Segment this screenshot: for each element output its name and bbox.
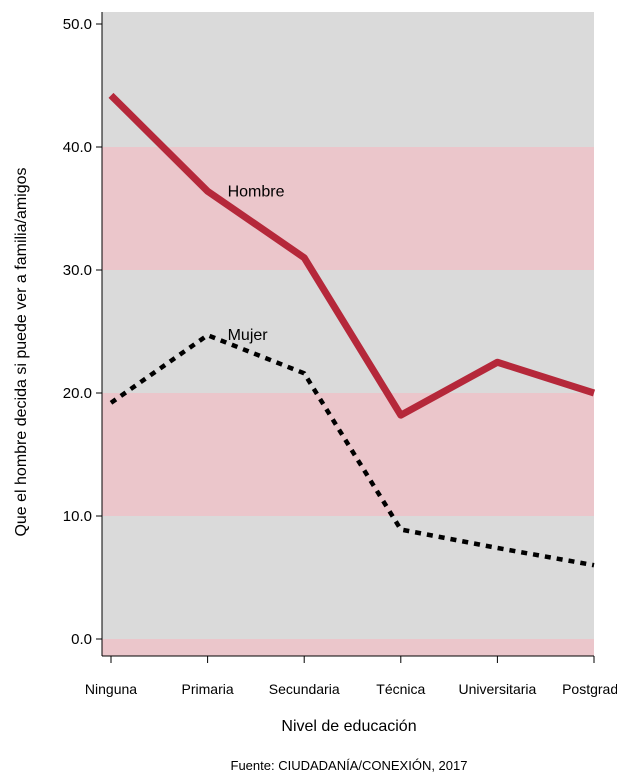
background-band-1 [102,516,594,639]
x-tick-label: Ninguna [85,681,137,697]
y-tick-label: 30.0 [63,262,92,279]
series-label-mujer: Mujer [228,327,269,344]
x-tick-label: Primaria [182,681,234,697]
series-line-hombre [108,92,596,419]
y-tick-label: 20.0 [63,385,92,402]
background-bands [102,12,594,656]
y-tick-label: 50.0 [63,16,92,33]
y-tick-label: 10.0 [63,508,92,525]
series-lines [108,92,596,568]
series-labels: Hombre Mujer [228,183,285,344]
x-axis: Ninguna Primaria Secundaria Técnica Universi… [85,655,617,697]
series-line-mujer [109,332,595,568]
x-tick-label: Secundaria [269,681,340,697]
y-tick-label: 0.0 [71,631,92,648]
y-axis: 0.0 10.0 20.0 30.0 40.0 50.0 [63,12,103,656]
background-band-4 [102,147,594,270]
series-label-hombre: Hombre [228,183,285,200]
source-note: Fuente: CIUDADANÍA/CONEXIÓN, 2017 [231,758,468,773]
background-band-2 [102,393,594,516]
x-tick-label: Universitaria [458,681,536,697]
x-tick-label: Técnica [376,681,425,697]
background-band-0 [102,639,594,656]
x-tick-label: Postgrado [562,681,617,697]
background-band-5 [102,12,594,147]
y-tick-label: 40.0 [63,139,92,156]
y-axis-title: Que el hombre decida si puede ver a fami… [13,167,30,536]
x-axis-title: Nivel de educación [281,718,416,735]
